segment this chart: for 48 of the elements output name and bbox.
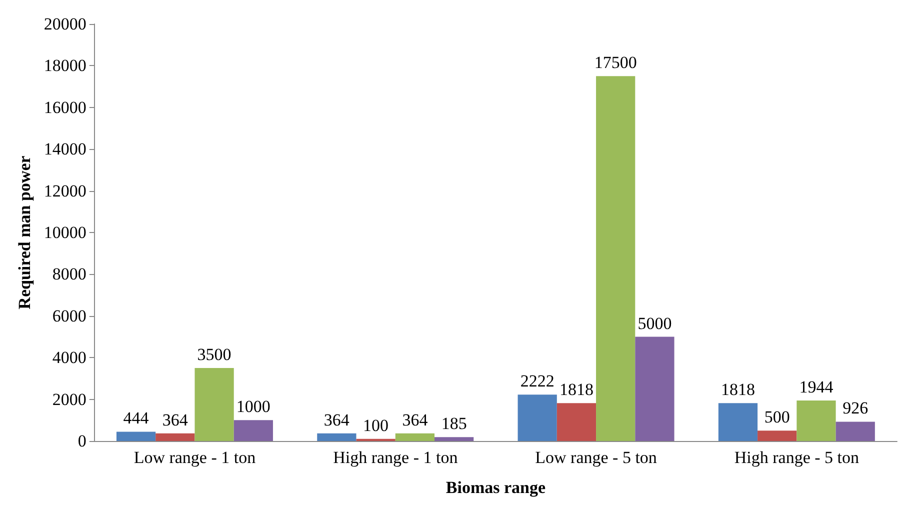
- data-label: 17500: [594, 53, 637, 72]
- y-tick-label: 20000: [44, 14, 86, 34]
- data-label: 364: [324, 410, 350, 430]
- data-label: 1818: [720, 380, 755, 400]
- bar: [718, 403, 758, 441]
- y-tick-label: 18000: [44, 56, 86, 76]
- data-label: 364: [162, 410, 188, 430]
- bar: [518, 394, 557, 441]
- bar: [194, 368, 234, 441]
- y-tick-label: 14000: [44, 140, 86, 159]
- y-tick-label: 8000: [52, 264, 86, 284]
- bar: [758, 430, 797, 441]
- bar: [434, 437, 474, 441]
- data-label: 185: [441, 414, 467, 434]
- data-label: 3500: [197, 345, 232, 364]
- data-label: 1818: [559, 380, 594, 400]
- data-label: 364: [402, 410, 428, 430]
- bar: [116, 432, 156, 441]
- data-label: 2222: [520, 372, 554, 391]
- x-tick-label: High range - 1 ton: [333, 448, 458, 467]
- y-tick-label: 12000: [44, 181, 86, 200]
- bar: [836, 422, 875, 441]
- bar: [317, 433, 356, 441]
- y-tick-label: 4000: [52, 348, 86, 368]
- data-label: 444: [123, 408, 150, 428]
- x-axis-title: Biomas range: [446, 478, 546, 497]
- x-tick-label: Low range - 5 ton: [535, 448, 658, 467]
- bar: [395, 433, 434, 441]
- data-label: 1000: [236, 397, 270, 416]
- y-tick-label: 10000: [44, 223, 86, 242]
- data-label: 100: [363, 416, 389, 435]
- x-tick-label: High range - 5 ton: [734, 448, 860, 467]
- y-tick-label: 16000: [44, 98, 86, 117]
- bar: [635, 336, 674, 441]
- x-tick-label: Low range - 1 ton: [134, 448, 256, 467]
- data-label: 926: [842, 398, 868, 418]
- bar: [796, 400, 836, 441]
- bar: [234, 420, 273, 441]
- bar: [556, 403, 596, 441]
- data-label: 500: [764, 408, 790, 427]
- y-axis-title: Required man power: [15, 155, 34, 310]
- y-tick-label: 0: [78, 432, 86, 450]
- bar: [156, 433, 195, 441]
- y-tick-label: 2000: [52, 390, 86, 409]
- data-label: 5000: [638, 314, 672, 333]
- y-tick-label: 6000: [52, 306, 86, 326]
- data-label: 1944: [799, 377, 834, 396]
- bar: [596, 76, 636, 441]
